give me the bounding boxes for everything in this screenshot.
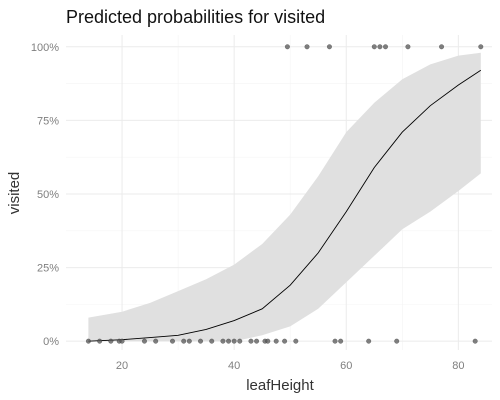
y-tick-label: 75%	[37, 115, 59, 127]
y-tick-label: 0%	[43, 336, 59, 348]
data-point-not-visited	[472, 338, 478, 344]
data-point-not-visited	[85, 338, 91, 344]
data-point-not-visited	[332, 338, 338, 344]
data-point-not-visited	[273, 338, 279, 344]
data-point-not-visited	[186, 338, 192, 344]
y-tick-label: 50%	[37, 189, 59, 201]
data-point-not-visited	[169, 338, 175, 344]
data-point-visited	[478, 44, 484, 50]
data-point-not-visited	[293, 338, 299, 344]
data-point-visited	[371, 44, 377, 50]
y-axis-title: visited	[6, 172, 23, 215]
y-axis-ticks: 0% 25% 50% 75% 100%	[31, 42, 59, 348]
data-point-not-visited	[265, 338, 271, 344]
x-tick-label: 40	[228, 360, 240, 372]
data-point-not-visited	[237, 338, 243, 344]
y-tick-label: 100%	[31, 42, 59, 54]
data-point-visited	[304, 44, 310, 50]
x-tick-label: 60	[340, 360, 352, 372]
data-point-visited	[326, 44, 332, 50]
data-point-not-visited	[282, 338, 288, 344]
data-point-not-visited	[108, 338, 114, 344]
data-point-not-visited	[97, 338, 103, 344]
data-point-visited	[405, 44, 411, 50]
data-point-not-visited	[153, 338, 159, 344]
confidence-ribbon	[88, 52, 481, 342]
data-point-not-visited	[141, 338, 147, 344]
data-point-not-visited	[254, 338, 260, 344]
data-point-not-visited	[338, 338, 344, 344]
prediction-line-group	[88, 69, 482, 342]
confidence-band	[88, 52, 481, 342]
x-axis-ticks: 20 40 60 80	[116, 360, 465, 372]
prediction-line	[88, 69, 482, 342]
x-tick-label: 20	[116, 360, 128, 372]
data-point-not-visited	[231, 338, 237, 344]
data-point-visited	[439, 44, 445, 50]
y-tick-label: 25%	[37, 263, 59, 275]
data-point-not-visited	[220, 338, 226, 344]
x-axis-title: leafHeight	[246, 377, 314, 394]
data-point-visited	[377, 44, 383, 50]
data-point-not-visited	[198, 338, 204, 344]
chart-title: Predicted probabilities for visited	[66, 7, 325, 27]
data-point-visited	[284, 44, 290, 50]
data-point-not-visited	[366, 338, 372, 344]
data-point-visited	[383, 44, 389, 50]
x-tick-label: 80	[452, 360, 464, 372]
data-point-not-visited	[226, 338, 232, 344]
observations	[85, 44, 484, 344]
data-point-not-visited	[119, 338, 125, 344]
data-point-not-visited	[209, 338, 215, 344]
data-point-not-visited	[394, 338, 400, 344]
data-point-not-visited	[248, 338, 254, 344]
data-point-not-visited	[181, 338, 187, 344]
